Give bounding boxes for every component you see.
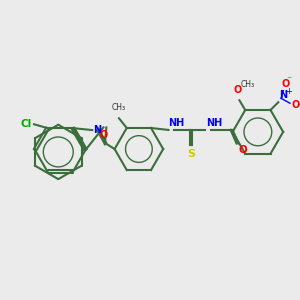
Text: ⁻: ⁻ [297, 102, 300, 112]
Text: NH: NH [169, 118, 185, 128]
Text: O: O [238, 146, 247, 155]
Text: N: N [279, 90, 287, 100]
Text: O: O [292, 100, 300, 110]
Text: CH₃: CH₃ [112, 103, 126, 112]
Text: ⁻: ⁻ [286, 76, 291, 86]
Text: O: O [281, 79, 290, 88]
Text: O: O [233, 85, 242, 95]
Text: O: O [99, 130, 108, 140]
Text: CH₃: CH₃ [240, 80, 254, 88]
Text: +: + [285, 87, 292, 96]
Text: Cl: Cl [21, 119, 32, 129]
Text: NH: NH [206, 118, 223, 128]
Text: S: S [187, 149, 195, 159]
Text: N: N [93, 125, 101, 135]
